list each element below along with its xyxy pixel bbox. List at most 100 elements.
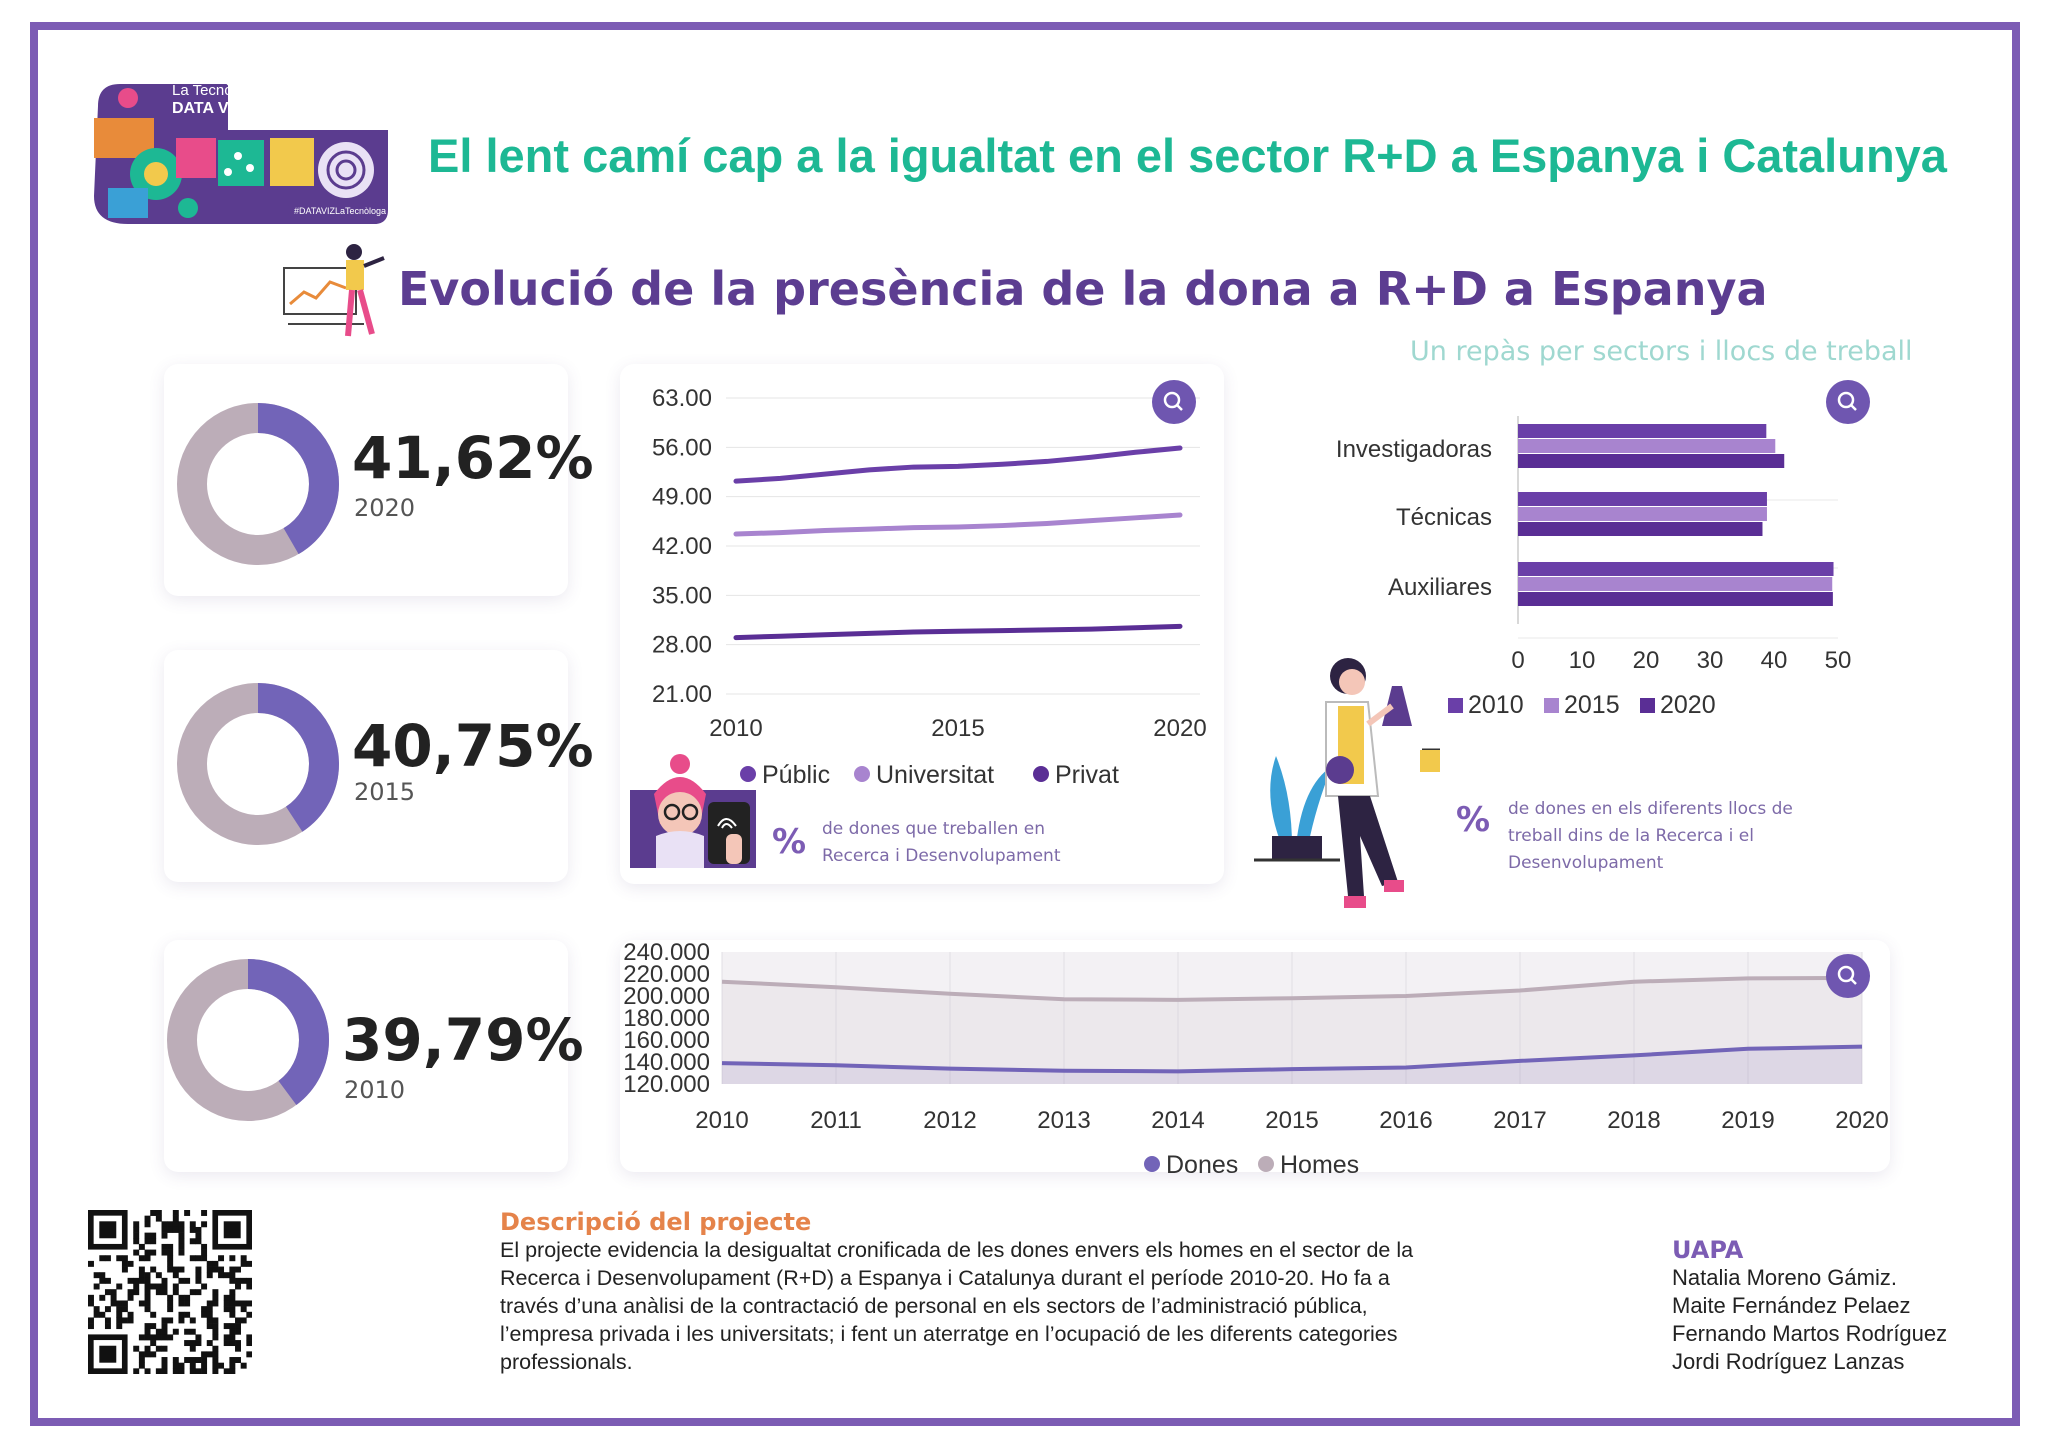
qr-module: [184, 1311, 191, 1318]
qr-module: [240, 1306, 247, 1313]
qr-module: [206, 1300, 213, 1307]
y-tick-label: 220.000: [623, 961, 710, 988]
qr-module: [235, 1345, 241, 1352]
qr-module: [127, 1311, 134, 1318]
kpi-card-2020: 41,62% 2020: [164, 364, 594, 596]
line-chart: 63.00 56.00 49.00 42.00 35.00 28.00 21.00 2010 2…: [652, 385, 1207, 789]
qr-module: [229, 1294, 236, 1301]
qr-module: [144, 1328, 151, 1335]
qr-module: [167, 1255, 174, 1262]
logo-hashtag: #DATAVIZLaTecnòloga: [294, 206, 386, 216]
zoom-button-area-chart[interactable]: [1826, 954, 1870, 998]
qr-module: [127, 1294, 134, 1301]
qr-module: [229, 1255, 236, 1262]
qr-module: [229, 1272, 236, 1279]
qr-module: [99, 1294, 106, 1301]
qr-module: [223, 1300, 230, 1307]
qr-module: [235, 1277, 241, 1284]
qr-module: [172, 1357, 179, 1363]
qr-module: [223, 1294, 230, 1301]
y-tick-label: 240.000: [623, 939, 710, 966]
qr-module: [195, 1357, 202, 1363]
qr-module: [201, 1351, 208, 1358]
qr-module: [104, 1306, 111, 1313]
qr-finder-core: [99, 1221, 117, 1239]
qr-module: [201, 1283, 208, 1290]
search-icon: [1163, 391, 1183, 411]
qr-module: [223, 1340, 230, 1347]
qr-module: [150, 1249, 157, 1256]
zoom-button-bar-chart[interactable]: [1826, 380, 1870, 424]
qr-module: [189, 1368, 196, 1374]
qr-module: [195, 1232, 202, 1239]
qr-module: [189, 1345, 196, 1352]
qr-module: [218, 1266, 225, 1273]
qr-module: [172, 1266, 179, 1273]
qr-module: [189, 1340, 196, 1347]
qr-module: [172, 1289, 179, 1296]
qr-module: [88, 1260, 94, 1267]
qr-module: [172, 1210, 179, 1216]
x-tick-label: 2017: [1493, 1107, 1546, 1134]
qr-module: [167, 1249, 174, 1256]
qr-module: [161, 1323, 168, 1330]
qr-module: [235, 1323, 241, 1330]
qr-module: [178, 1232, 185, 1239]
qr-module: [161, 1357, 168, 1363]
qr-module: [150, 1323, 157, 1330]
kpi-value: 39,79%: [342, 1006, 584, 1074]
qr-module: [144, 1334, 151, 1341]
y-tick-label: 200.000: [623, 983, 710, 1010]
zoom-button-line-chart[interactable]: [1152, 380, 1196, 424]
bar: [1518, 439, 1776, 453]
bar: [1518, 592, 1833, 606]
qr-module: [235, 1340, 241, 1347]
qr-module: [167, 1300, 174, 1307]
qr-module: [206, 1317, 213, 1324]
qr-module: [110, 1300, 117, 1307]
qr-module: [184, 1328, 191, 1335]
bar-note-text-2: treball dins de la Recerca i el: [1508, 826, 1754, 846]
qr-module: [167, 1317, 174, 1324]
qr-module: [206, 1340, 213, 1347]
qr-module: [201, 1311, 208, 1318]
qr-module: [116, 1306, 123, 1313]
qr-module: [144, 1289, 151, 1296]
qr-module: [155, 1345, 162, 1352]
y-tick-label: 21.00: [652, 681, 712, 708]
qr-module: [155, 1272, 162, 1279]
qr-module: [172, 1283, 179, 1290]
x-tick-label: 2014: [1151, 1107, 1204, 1134]
qr-module: [206, 1306, 213, 1313]
qr-module: [161, 1334, 168, 1341]
search-icon: [1837, 965, 1857, 985]
qr-code[interactable]: [88, 1210, 252, 1374]
qr-module: [127, 1277, 134, 1284]
x-tick-label: 2012: [923, 1107, 976, 1134]
qr-module: [93, 1306, 100, 1313]
qr-module: [212, 1300, 219, 1307]
qr-module: [138, 1351, 145, 1358]
qr-module: [184, 1357, 191, 1363]
legend-marker: [1544, 698, 1559, 713]
qr-module: [167, 1260, 174, 1267]
qr-module: [144, 1294, 151, 1301]
line-note-percent: %: [772, 822, 807, 862]
qr-module: [150, 1351, 157, 1358]
qr-module: [167, 1226, 174, 1233]
qr-module: [144, 1300, 151, 1307]
qr-module: [178, 1221, 185, 1228]
x-tick-label: 2015: [931, 715, 984, 742]
qr-module: [133, 1226, 140, 1233]
qr-module: [246, 1311, 252, 1318]
qr-module: [150, 1232, 157, 1239]
qr-module: [178, 1300, 185, 1307]
qr-module: [201, 1255, 208, 1262]
qr-module: [110, 1294, 117, 1301]
qr-module: [155, 1368, 162, 1374]
qr-module: [229, 1334, 236, 1341]
bar: [1518, 507, 1767, 521]
legend-marker: [1258, 1156, 1274, 1172]
qr-module: [184, 1340, 191, 1347]
qr-module: [133, 1368, 140, 1374]
